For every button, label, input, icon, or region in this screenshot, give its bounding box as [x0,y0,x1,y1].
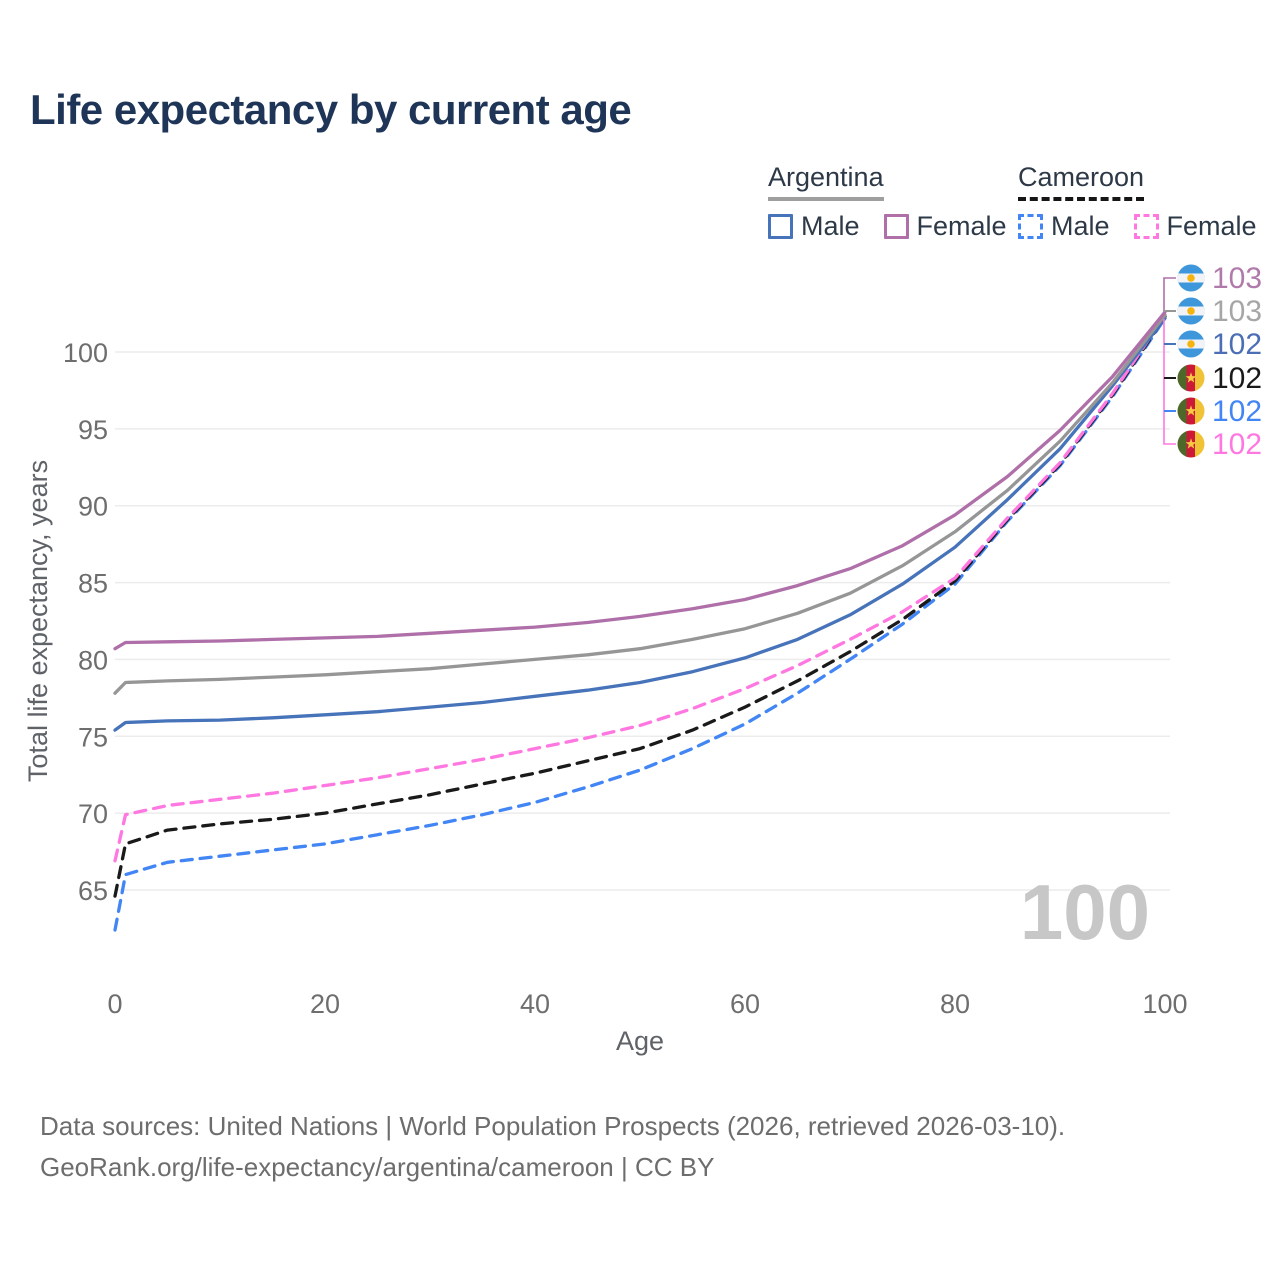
series-line-argentina-combined [113,313,1167,695]
legend-label-cameroon-female: Female [1166,211,1257,241]
cameroon-male-swatch [1018,214,1043,239]
legend-group-cameroon: Cameroon Male Female [1018,162,1257,242]
y-tick-80: 80 [78,645,108,675]
x-tick-80: 80 [940,989,970,1019]
footer-line-2: GeoRank.org/life-expectancy/argentina/ca… [40,1152,715,1182]
series-line-argentina-female [113,310,1167,651]
flag-cameroon-icon [1177,364,1205,392]
legend-item-argentina-male[interactable]: Male [768,211,860,242]
flag-cameroon-icon [1177,397,1205,425]
flag-argentina-icon [1177,297,1205,325]
y-tick-100: 100 [63,338,108,368]
legend-row-argentina: Male Female [768,211,1007,242]
x-tick-40: 40 [520,989,550,1019]
legend-group-argentina: Argentina Male Female [768,162,1007,242]
data-sources-footer: Data sources: United Nations | World Pop… [40,1106,1065,1188]
flag-cameroon-icon [1177,430,1205,458]
legend-item-cameroon-male[interactable]: Male [1018,211,1110,242]
legend-label-argentina-male: Male [801,211,860,241]
end-label-cameroon-female: 102 [1212,428,1262,461]
end-label-argentina-male: 102 [1212,328,1262,361]
y-tick-70: 70 [78,799,108,829]
x-axis-title: Age [616,1026,664,1056]
y-tick-95: 95 [78,415,108,445]
series-line-cameroon-male [113,316,1167,932]
end-label-cameroon-combined: 102 [1212,362,1262,395]
y-tick-85: 85 [78,569,108,599]
series-line-cameroon-female [113,313,1167,863]
y-tick-65: 65 [78,876,108,906]
flag-argentina-icon [1177,264,1205,292]
y-tick-90: 90 [78,492,108,522]
legend-country-cameroon[interactable]: Cameroon [1018,162,1145,201]
series-line-cameroon-combined [113,314,1167,898]
x-tick-0: 0 [107,989,122,1019]
flag-argentina-icon [1177,330,1205,358]
leader-line-bottom [1163,319,1176,445]
series-line-argentina-male [113,316,1167,732]
x-tick-100: 100 [1142,989,1187,1019]
age-watermark: 100 [1020,868,1150,956]
legend-country-argentina[interactable]: Argentina [768,162,884,201]
footer-line-1: Data sources: United Nations | World Pop… [40,1111,1066,1141]
argentina-female-swatch [883,214,909,239]
legend-item-argentina-female[interactable]: Female [883,211,1007,242]
legend-label-cameroon-male: Male [1051,211,1110,241]
cameroon-female-swatch [1133,214,1159,239]
legend-item-cameroon-female[interactable]: Female [1133,211,1257,242]
x-tick-20: 20 [310,989,340,1019]
legend-label-argentina-female: Female [916,211,1007,241]
end-label-cameroon-male: 102 [1212,395,1262,428]
argentina-male-swatch [768,214,793,239]
legend-row-cameroon: Male Female [1018,211,1257,242]
leader-line-top [1163,277,1176,312]
end-label-argentina-combined: 103 [1212,295,1262,328]
end-label-argentina-female: 103 [1212,262,1262,295]
y-axis-title: Total life expectancy, years [23,460,53,782]
y-tick-75: 75 [78,722,108,752]
x-tick-60: 60 [730,989,760,1019]
chart-title: Life expectancy by current age [30,86,632,133]
